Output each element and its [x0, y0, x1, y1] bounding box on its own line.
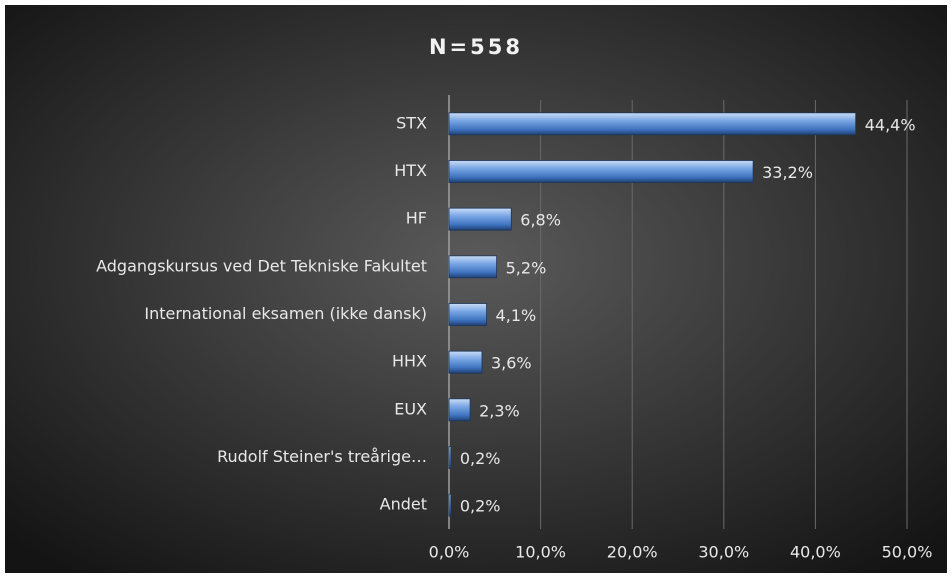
chart-title: N=558	[429, 35, 523, 59]
bar	[448, 493, 452, 517]
bar	[448, 303, 487, 326]
bar	[448, 112, 857, 136]
value-label: 6,8%	[520, 211, 561, 230]
bar	[448, 160, 754, 183]
y-tick-label: Andet	[380, 495, 427, 514]
value-label: 4,1%	[496, 306, 537, 325]
value-label: 2,3%	[479, 401, 520, 420]
y-tick-label: Adgangskursus ved Det Tekniske Fakultet	[96, 256, 427, 275]
bar	[448, 350, 483, 374]
x-tick-label: 10,0%	[515, 543, 566, 562]
x-tick-label: 20,0%	[607, 543, 658, 562]
y-tick-label: HTX	[394, 161, 427, 180]
y-tick-label: HHX	[392, 352, 427, 371]
y-tick-label: STX	[396, 113, 427, 132]
value-label: 0,2%	[460, 449, 501, 468]
value-label: 3,6%	[491, 354, 532, 373]
y-tick-label: HF	[406, 209, 427, 228]
bar	[448, 398, 471, 422]
value-label: 0,2%	[460, 497, 501, 516]
bar	[448, 255, 498, 279]
value-label: 33,2%	[762, 163, 813, 182]
chart-background	[5, 5, 947, 573]
x-tick-label: 0,0%	[429, 543, 470, 562]
x-tick-label: 30,0%	[698, 543, 749, 562]
y-tick-label: EUX	[394, 399, 427, 418]
bar	[448, 207, 512, 231]
value-label: 44,4%	[865, 115, 916, 134]
bar	[448, 446, 452, 469]
x-tick-label: 50,0%	[882, 543, 933, 562]
y-tick-label: Rudolf Steiner's treårige…	[217, 447, 427, 466]
x-tick-label: 40,0%	[790, 543, 841, 562]
y-tick-label: International eksamen (ikke dansk)	[144, 304, 427, 323]
value-label: 5,2%	[506, 258, 547, 277]
